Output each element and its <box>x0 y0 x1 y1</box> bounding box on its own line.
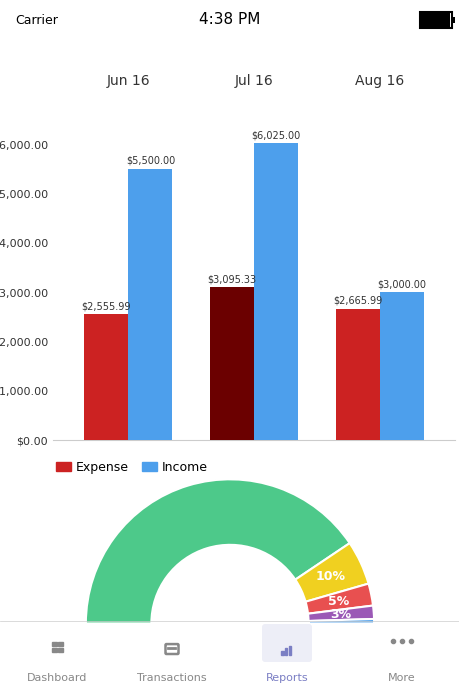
Text: 4:38 PM: 4:38 PM <box>199 12 260 28</box>
Bar <box>281 651 283 655</box>
Wedge shape <box>305 584 372 613</box>
Bar <box>288 646 291 655</box>
Text: <: < <box>84 52 105 76</box>
Wedge shape <box>308 619 373 624</box>
Text: $5,500.00: $5,500.00 <box>125 156 174 166</box>
Text: >: > <box>354 52 375 76</box>
Text: Transactions: Transactions <box>137 673 207 683</box>
Text: 3%: 3% <box>330 609 351 621</box>
Bar <box>52 647 57 652</box>
FancyBboxPatch shape <box>262 624 311 662</box>
Text: Aug 16: Aug 16 <box>354 74 403 88</box>
Bar <box>451 17 454 23</box>
Bar <box>84 314 128 440</box>
Legend: Expense, Income: Expense, Income <box>51 455 212 479</box>
Bar <box>210 288 253 440</box>
Text: Carrier: Carrier <box>15 14 58 26</box>
Text: $3,095.33: $3,095.33 <box>207 275 256 284</box>
Text: $2,555.99: $2,555.99 <box>81 301 131 311</box>
Wedge shape <box>295 543 368 602</box>
Text: Reports: Reports <box>265 673 308 683</box>
Wedge shape <box>308 606 373 621</box>
Bar <box>420 13 449 27</box>
Bar <box>52 642 57 646</box>
Text: More: More <box>387 673 415 683</box>
Text: Jul 16: Jul 16 <box>234 74 273 88</box>
Bar <box>419 12 451 28</box>
Bar <box>58 642 63 646</box>
Bar <box>335 308 379 440</box>
Bar <box>379 292 423 440</box>
Wedge shape <box>86 480 349 624</box>
Text: $3,000.00: $3,000.00 <box>377 279 425 289</box>
Bar <box>254 143 297 440</box>
Bar <box>58 647 63 652</box>
Text: Jun 16: Jun 16 <box>106 74 150 88</box>
Text: 5%: 5% <box>328 595 349 608</box>
Text: $6,025.00: $6,025.00 <box>251 130 300 140</box>
Text: Dashboard: Dashboard <box>27 673 87 683</box>
Text: 10%: 10% <box>315 570 345 583</box>
Bar <box>285 649 287 655</box>
Text: REPORTS: REPORTS <box>179 55 280 74</box>
Bar <box>128 169 172 440</box>
Text: $2,665.99: $2,665.99 <box>333 295 382 306</box>
